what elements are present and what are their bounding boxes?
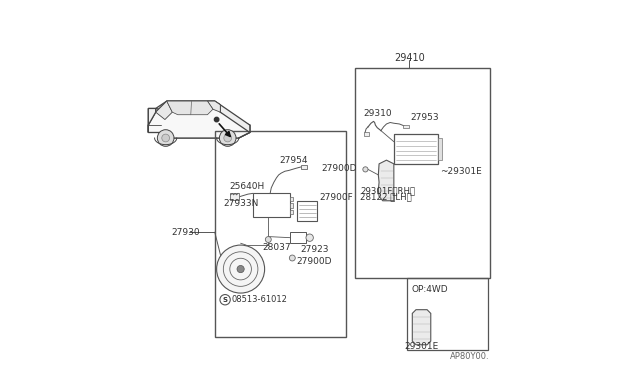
Bar <box>355 68 490 278</box>
Bar <box>290 210 293 214</box>
Polygon shape <box>148 125 250 138</box>
Bar <box>403 125 408 128</box>
Text: OP:4WD: OP:4WD <box>411 285 448 294</box>
Polygon shape <box>412 310 431 345</box>
Circle shape <box>289 255 295 261</box>
Text: 25640H: 25640H <box>230 182 265 191</box>
Circle shape <box>214 117 219 122</box>
Circle shape <box>220 130 236 146</box>
Text: 28037: 28037 <box>262 243 291 252</box>
Polygon shape <box>156 101 172 119</box>
Text: 27930: 27930 <box>172 228 200 237</box>
Circle shape <box>162 134 170 142</box>
Bar <box>290 203 293 208</box>
Polygon shape <box>220 105 250 132</box>
Text: 08513-61012: 08513-61012 <box>232 295 287 304</box>
Bar <box>364 132 369 136</box>
Text: 29301F〈RH〉: 29301F〈RH〉 <box>360 186 415 195</box>
Text: 29310: 29310 <box>363 109 392 118</box>
Text: 27923: 27923 <box>301 245 330 254</box>
Bar <box>253 193 290 217</box>
Text: ~29301E: ~29301E <box>440 167 482 176</box>
Polygon shape <box>378 160 394 201</box>
Polygon shape <box>167 101 213 115</box>
Text: AP80Y00.: AP80Y00. <box>449 352 489 361</box>
Text: 27933N: 27933N <box>223 199 259 208</box>
Text: S: S <box>223 297 228 303</box>
Bar <box>407 278 488 350</box>
Text: 27900D: 27900D <box>321 164 357 173</box>
Bar <box>297 201 317 221</box>
Bar <box>291 232 306 243</box>
Text: 28122 〈LH〉: 28122 〈LH〉 <box>360 192 412 201</box>
Circle shape <box>237 266 244 273</box>
Polygon shape <box>148 101 250 138</box>
Polygon shape <box>207 101 220 112</box>
Bar <box>230 193 239 200</box>
Circle shape <box>266 237 271 243</box>
Bar <box>215 131 346 337</box>
Text: 27954: 27954 <box>280 156 308 166</box>
Bar <box>394 134 438 164</box>
Text: 27953: 27953 <box>410 113 438 122</box>
Text: 27900D: 27900D <box>296 257 332 266</box>
Bar <box>290 197 293 201</box>
Polygon shape <box>156 101 220 112</box>
Bar <box>301 165 307 169</box>
Text: 27900F: 27900F <box>319 193 353 202</box>
Polygon shape <box>148 109 156 125</box>
Circle shape <box>363 167 368 172</box>
Circle shape <box>216 245 264 293</box>
Text: 29301E: 29301E <box>404 342 438 351</box>
Circle shape <box>224 134 232 142</box>
Bar <box>438 138 442 160</box>
Text: 29410: 29410 <box>394 52 425 62</box>
Polygon shape <box>148 109 156 132</box>
Circle shape <box>306 234 314 241</box>
Circle shape <box>157 130 174 146</box>
Circle shape <box>220 295 230 305</box>
